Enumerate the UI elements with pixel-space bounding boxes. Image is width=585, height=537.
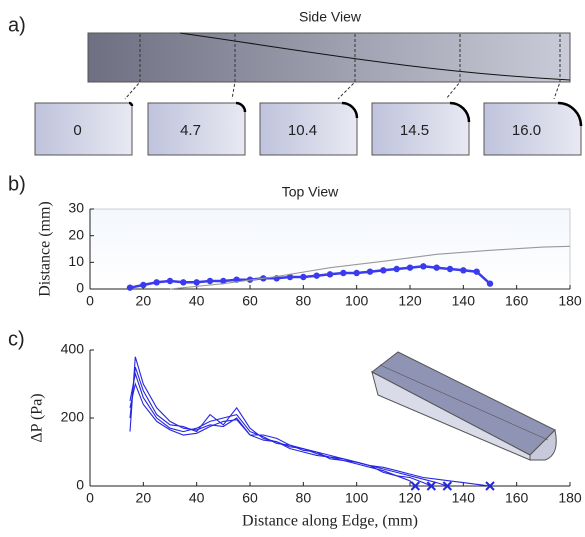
point [487,280,493,286]
panel-label: c) [8,328,25,350]
x-tick-label: 0 [86,490,94,506]
x-axis-label: Distance along Edge, (mm) [242,513,418,530]
section-label: 4.7 [180,122,201,139]
x-tick-label: 0 [86,293,94,309]
x-tick-label: 60 [242,490,258,506]
y-axis-label: ΔP (Pa) [29,393,46,442]
x-tick-label: 180 [558,293,582,309]
point [433,264,439,270]
point [407,264,413,270]
point [140,282,146,288]
y-axis-label: Distance (mm) [37,201,54,297]
x-tick-label: 140 [452,293,476,309]
point [193,279,199,285]
point [380,267,386,273]
point [167,278,173,284]
x-tick-label: 100 [345,490,369,506]
x-tick-label: 120 [398,293,422,309]
y-tick-label: 0 [76,280,84,296]
point [207,278,213,284]
y-tick-label: 0 [76,477,84,493]
point [127,284,133,290]
panel-title: Side View [299,9,362,25]
x-tick-label: 100 [345,293,369,309]
x-tick-label: 20 [136,293,152,309]
y-tick-label: 20 [68,226,84,242]
x-tick-label: 40 [189,490,205,506]
y-tick-label: 30 [68,200,84,216]
panel-label: b) [8,173,26,195]
section-box [35,103,132,155]
y-tick-label: 10 [68,253,84,269]
x-tick-label: 120 [398,490,422,506]
inset-3d [372,352,556,460]
point [353,270,359,276]
point [180,279,186,285]
point [460,267,466,273]
x-tick-label: 20 [136,490,152,506]
x-tick-label: 160 [505,293,529,309]
section-label: 10.4 [288,122,317,139]
x-tick-label: 80 [296,490,312,506]
x-tick-label: 160 [505,490,529,506]
point [340,270,346,276]
point [313,272,319,278]
section-label: 0 [73,122,81,139]
x-tick-label: 60 [242,293,258,309]
point [153,279,159,285]
point [367,268,373,274]
figure: a) Side View 0 4.7 10.4 14.5 16.0 b) Top View D… [0,0,585,537]
x-tick-label: 180 [558,490,582,506]
point [327,271,333,277]
panel-label: a) [8,14,26,36]
chart-title: Top View [282,184,339,200]
point [447,266,453,272]
y-tick-label: 400 [61,341,85,357]
point [420,263,426,269]
x-tick-label: 40 [189,293,205,309]
point [300,274,306,280]
section-label: 16.0 [512,122,541,139]
point [393,266,399,272]
y-tick-label: 200 [61,409,85,425]
point [473,268,479,274]
section-label: 14.5 [400,122,429,139]
x-tick-label: 140 [452,490,476,506]
x-tick-label: 80 [296,293,312,309]
